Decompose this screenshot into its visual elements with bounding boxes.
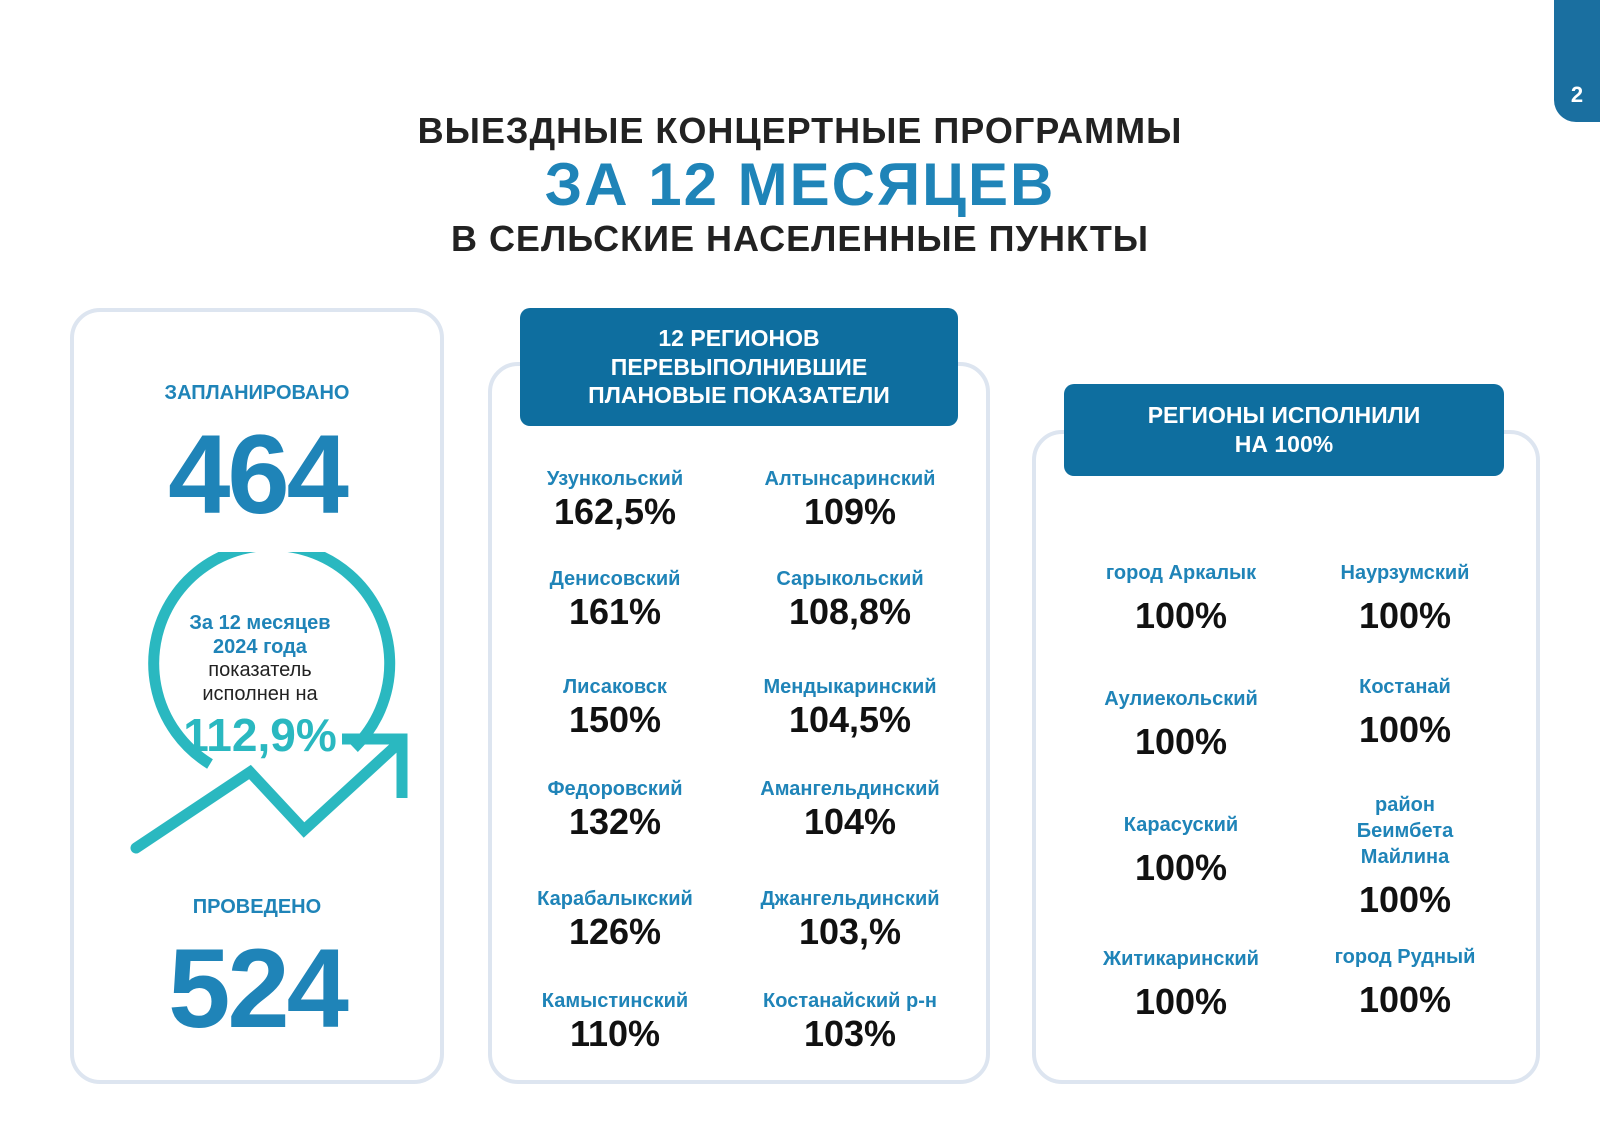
region-name: город Рудный [1334,946,1476,968]
region-percent: 132% [568,801,662,842]
region-percent: 100% [1358,879,1452,920]
circle-line-2: 2024 года [213,635,307,658]
region-percent: 103% [803,1013,897,1054]
title-line-1: ВЫЕЗДНЫЕ КОНЦЕРТНЫЕ ПРОГРАММЫ [417,110,1183,151]
region-item: Амангельдинский 104% [730,776,970,842]
title-line-2: ЗА 12 МЕСЯЦЕВ [544,151,1056,218]
region-item: город Рудный 100% [1290,944,1520,1020]
page-number-tab: 2 [1554,0,1600,122]
region-item: Сарыкольский 108,8% [730,566,970,632]
region-percent: 100% [1134,721,1228,762]
overperform-header-line: ПЛАНОВЫЕ ПОКАЗАТЕЛИ [588,382,890,409]
region-item: Алтынсаринский 109% [730,466,970,532]
region-item: Костанайский р-н 103% [730,988,970,1054]
region-item: район Беимбета Майлина 100% [1290,792,1520,920]
title-line-3: В СЕЛЬСКИЕ НАСЕЛЕННЫЕ ПУНКТЫ [450,218,1150,259]
planned-value: 464 [168,412,349,537]
region-percent: 100% [1134,981,1228,1022]
region-percent: 100% [1358,595,1452,636]
circle-summary: За 12 месяцев 2024 года показатель испол… [150,612,370,763]
page-number: 2 [1570,82,1584,107]
region-name: Алтынсаринский [764,468,936,490]
region-item: Федоровский 132% [500,776,730,842]
overperform-header-line: 12 РЕГИОНОВ [658,324,820,351]
planned-label: ЗАПЛАНИРОВАНО [164,382,350,404]
circle-line-3: показатель [208,659,312,682]
overperform-header-line: ПЕРЕВЫПОЛНИВШИЕ [610,353,868,380]
region-item: Лисаковск 150% [500,674,730,740]
full-panel [1032,430,1540,1084]
region-name: Джангельдинский [760,888,940,910]
region-item: Карасуский 100% [1066,812,1296,888]
region-percent: 104% [803,801,897,842]
region-name: Федоровский [547,778,683,800]
region-name: Лисаковск [563,676,667,698]
region-percent: 100% [1134,595,1228,636]
full-header: РЕГИОНЫ ИСПОЛНИЛИ НА 100% [1064,384,1504,476]
overperform-header: 12 РЕГИОНОВ ПЕРЕВЫПОЛНИВШИЕ ПЛАНОВЫЕ ПОК… [520,308,958,426]
region-item: город Аркалык 100% [1066,560,1296,636]
circle-line-1: За 12 месяцев [189,612,331,634]
region-name-line: Беимбета [1356,820,1454,842]
region-percent: 100% [1358,709,1452,750]
region-name-line: Майлина [1360,846,1450,868]
region-item: Аулиекольский 100% [1066,686,1296,762]
region-name: Житикаринский [1103,948,1259,970]
region-name: Сарыкольский [776,568,924,590]
region-percent: 161% [568,591,662,632]
region-name: Амангельдинский [760,778,940,800]
circle-line-4: исполнен на [202,682,318,705]
done-value: 524 [168,926,349,1051]
region-name: Аулиекольский [1104,688,1258,710]
region-percent: 103,% [798,911,902,952]
region-name: Карабалыкский [537,888,693,910]
done-label: ПРОВЕДЕНО [192,896,322,918]
region-item: Житикаринский 100% [1066,946,1296,1022]
region-item: Камыстинский 110% [500,988,730,1054]
region-percent: 126% [568,911,662,952]
region-percent: 100% [1358,979,1452,1020]
region-name: Наурзумский [1340,562,1470,584]
region-item: Карабалыкский 126% [500,886,730,952]
region-item: Мендыкаринский 104,5% [730,674,970,740]
region-percent: 150% [568,699,662,740]
region-percent: 100% [1134,847,1228,888]
region-name: Костанайский р-н [763,990,937,1012]
region-name: Костанай [1359,676,1451,698]
region-name: Карасуский [1123,814,1239,836]
full-header-line: НА 100% [1234,431,1334,457]
growth-arrow-icon [130,552,408,854]
region-percent: 104,5% [788,699,912,740]
region-name: Мендыкаринский [763,676,937,698]
region-percent: 109% [803,491,897,532]
region-item: Джангельдинский 103,% [730,886,970,952]
region-percent: 110% [569,1013,661,1054]
region-name-line: район [1375,794,1435,816]
full-header-line: РЕГИОНЫ ИСПОЛНИЛИ [1147,402,1421,429]
region-percent: 108,8% [788,591,912,632]
region-name: Денисовский [549,568,681,590]
region-name: город Аркалык [1105,562,1257,584]
region-name: Узункольский [546,468,684,490]
region-item: Денисовский 161% [500,566,730,632]
region-item: Наурзумский 100% [1290,560,1520,636]
region-item: Узункольский 162,5% [500,466,730,532]
circle-percent: 112,9% [183,709,337,762]
region-name: Камыстинский [541,990,689,1012]
region-item: Костанай 100% [1290,674,1520,750]
region-percent: 162,5% [553,491,677,532]
